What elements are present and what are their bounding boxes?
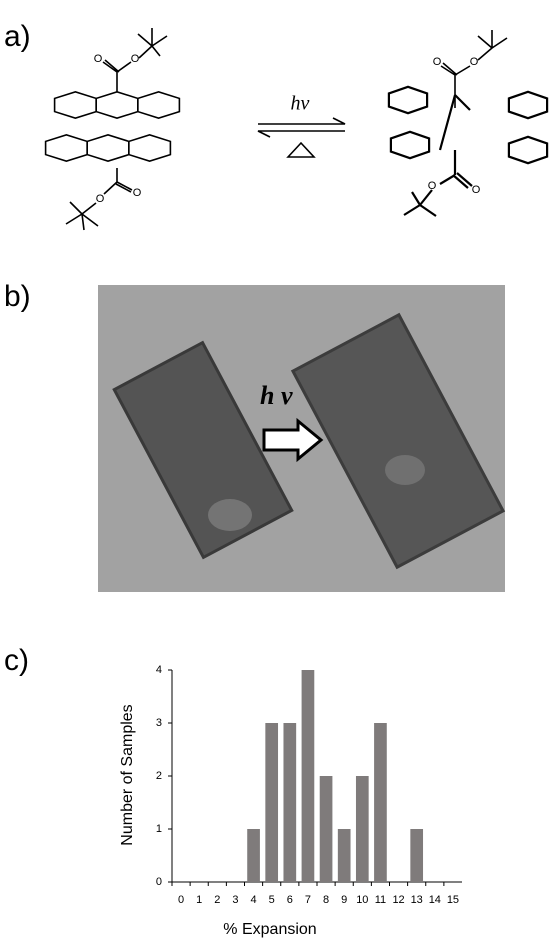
bond bbox=[65, 168, 133, 231]
x-tick-label: 9 bbox=[341, 894, 347, 906]
atom: O bbox=[94, 53, 103, 65]
bond bbox=[102, 28, 168, 92]
ring bbox=[507, 135, 549, 165]
arrow bbox=[262, 417, 324, 463]
x-tick-label: 1 bbox=[196, 894, 202, 906]
ring bbox=[86, 133, 130, 163]
micrograph: h ν bbox=[98, 285, 506, 592]
x-tick-label: 3 bbox=[232, 894, 238, 906]
crystal-glow bbox=[385, 455, 425, 485]
y-tick-label: 4 bbox=[156, 664, 162, 676]
atom: O bbox=[133, 187, 142, 199]
x-tick-label: 6 bbox=[287, 894, 293, 906]
x-tick-label: 13 bbox=[411, 894, 423, 906]
ring bbox=[53, 90, 97, 120]
atom: O bbox=[470, 56, 479, 68]
bar bbox=[337, 829, 351, 882]
x-tick-label: 2 bbox=[214, 894, 220, 906]
y-tick-label: 2 bbox=[156, 770, 162, 782]
y-tick-label: 1 bbox=[156, 823, 162, 835]
panel-label: b) bbox=[4, 280, 31, 313]
y-tick-label: 3 bbox=[156, 717, 162, 729]
bar bbox=[265, 723, 279, 882]
crystal bbox=[290, 312, 506, 570]
bar bbox=[374, 723, 387, 882]
x-tick-label: 12 bbox=[392, 894, 404, 906]
bond bbox=[440, 30, 508, 108]
atom: O bbox=[428, 180, 437, 192]
y-axis-title: Number of Samples bbox=[119, 704, 136, 845]
bar bbox=[410, 829, 424, 882]
x-tick-label: 15 bbox=[447, 894, 459, 906]
arrow bbox=[258, 117, 346, 125]
x-tick-label: 11 bbox=[375, 894, 386, 906]
ring bbox=[44, 133, 88, 163]
atom: O bbox=[96, 193, 105, 205]
bar bbox=[283, 723, 297, 882]
x-tick-label: 4 bbox=[251, 894, 257, 906]
atom: O bbox=[131, 53, 140, 65]
ring bbox=[389, 130, 431, 160]
atoms: O O O O O O O O bbox=[94, 53, 481, 205]
panel-label: a) bbox=[4, 20, 31, 53]
bar bbox=[301, 670, 315, 882]
ring bbox=[137, 90, 181, 120]
x-tick-label: 5 bbox=[269, 894, 275, 906]
x-axis-title: % Expansion bbox=[223, 921, 316, 938]
crystal-glow bbox=[208, 499, 252, 531]
bar bbox=[247, 829, 260, 882]
x-tick-label: 10 bbox=[356, 894, 368, 906]
x-tick-label: 8 bbox=[323, 894, 329, 906]
bar bbox=[319, 776, 333, 882]
ring bbox=[387, 85, 429, 115]
structures bbox=[44, 28, 549, 231]
atom: O bbox=[472, 184, 481, 196]
bar bbox=[355, 776, 369, 882]
crystal bbox=[112, 340, 294, 560]
x-tick-label: 14 bbox=[429, 894, 441, 906]
y-tick-label: 0 bbox=[156, 876, 162, 888]
panel-label: c) bbox=[4, 644, 29, 677]
ring bbox=[95, 90, 139, 120]
light-label: h ν bbox=[260, 381, 293, 410]
light-label: hν bbox=[291, 93, 310, 115]
arrow bbox=[257, 130, 345, 138]
bond bbox=[403, 94, 473, 217]
panel-labels: a) b) c) bbox=[4, 20, 31, 677]
ring bbox=[507, 90, 549, 120]
x-tick-label: 7 bbox=[305, 894, 311, 906]
heat-triangle bbox=[286, 141, 316, 158]
atom: O bbox=[433, 56, 442, 68]
x-tick-label: 0 bbox=[178, 894, 184, 906]
ring bbox=[128, 133, 172, 163]
